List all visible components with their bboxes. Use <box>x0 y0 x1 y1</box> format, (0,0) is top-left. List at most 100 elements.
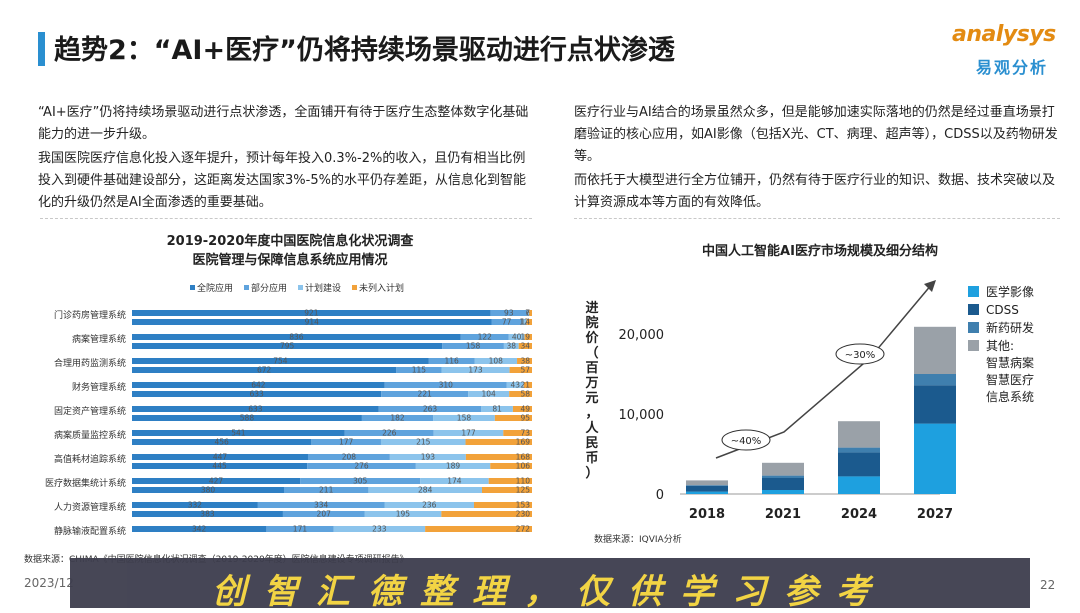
bar-value-label: 125 <box>516 486 531 495</box>
bar-segment <box>838 476 880 494</box>
bar-segment <box>425 526 532 532</box>
bar-value-label: 383 <box>200 510 215 519</box>
bar-segment <box>433 430 504 436</box>
bar-value-label: 588 <box>240 414 255 423</box>
bar-segment <box>474 358 518 364</box>
bar-value-label: 310 <box>439 381 454 390</box>
cagr-label: ~30% <box>845 350 876 361</box>
logo-english-text: analysys <box>952 22 1056 47</box>
bar-segment <box>914 374 956 386</box>
bar-segment <box>415 463 491 469</box>
cagr-bubble <box>721 429 771 451</box>
legend-label: 新药研发 <box>986 320 1034 335</box>
category-label: 高值耗材追踪系统 <box>54 453 126 465</box>
category-label: 合理用药监测系统 <box>54 357 126 369</box>
y-axis-title-char: 百 <box>585 361 598 376</box>
x-tick-label: 2018 <box>689 507 725 522</box>
bar-segment <box>526 310 530 316</box>
bar-segment <box>473 502 532 508</box>
y-axis-title-char: 院 <box>585 315 598 331</box>
y-axis-title-char: 元 <box>585 391 598 406</box>
x-tick-label: 2024 <box>841 507 877 522</box>
bar-segment <box>132 382 385 388</box>
bar-value-label: 672 <box>257 366 272 375</box>
bar-segment <box>132 391 382 397</box>
bar-value-label: 158 <box>457 414 472 423</box>
bar-value-label: 169 <box>516 438 531 447</box>
bar-value-label: 193 <box>421 453 436 462</box>
bar-segment <box>506 382 524 388</box>
bar-segment <box>512 406 532 412</box>
category-label: 固定资产管理系统 <box>54 405 126 417</box>
bar-segment <box>364 511 442 517</box>
legend-swatch <box>968 322 979 333</box>
bar-value-label: 73 <box>520 429 530 438</box>
y-axis-title-char: 进 <box>585 301 598 316</box>
bar-value-label: 116 <box>445 357 460 366</box>
bar-value-label: 81 <box>492 405 502 414</box>
category-label: 静脉输液配置系统 <box>54 525 126 537</box>
category-label: 病案管理系统 <box>72 333 126 345</box>
cagr-label: ~40% <box>731 436 762 447</box>
bar-value-label: 427 <box>209 477 224 486</box>
left-chart-subtitle: 医院管理与保障信息系统应用情况 <box>192 253 388 268</box>
bar-value-label: 57 <box>520 366 530 375</box>
bar-segment <box>132 454 308 460</box>
bar-value-label: 12 <box>519 318 529 327</box>
bar-segment <box>311 439 381 445</box>
bar-segment <box>384 382 507 388</box>
legend-label: 智慧医疗 <box>986 372 1034 387</box>
bar-segment <box>132 511 283 517</box>
bar-value-label: 221 <box>418 390 433 399</box>
bar-value-label: 77 <box>502 318 512 327</box>
bar-segment <box>132 310 491 316</box>
legend-swatch <box>190 285 195 290</box>
bar-segment <box>132 430 345 436</box>
legend-label: 部分应用 <box>251 282 287 294</box>
bar-segment <box>132 358 429 364</box>
legend-label: 计划建设 <box>305 282 341 294</box>
bar-segment <box>762 490 804 494</box>
bar-segment <box>490 463 532 469</box>
bar-value-label: 38 <box>520 357 530 366</box>
bar-value-label: 171 <box>293 525 308 534</box>
bar-value-label: 177 <box>461 429 476 438</box>
page-number: 22 <box>1040 578 1056 592</box>
bar-value-label: 215 <box>416 438 431 447</box>
right-paragraph-2: 而依托于大模型进行全方位铺开，仍然有待于医疗行业的知识、数据、技术突破以及计算资… <box>574 173 1056 210</box>
bar-segment <box>396 367 442 373</box>
bar-segment <box>518 343 532 349</box>
category-label: 门诊药房管理系统 <box>54 309 126 321</box>
bar-segment <box>284 487 369 493</box>
bar-value-label: 445 <box>212 462 227 471</box>
bar-segment <box>378 406 482 412</box>
bar-segment <box>838 452 880 477</box>
bar-value-label: 456 <box>215 438 230 447</box>
right-chart-source: 数据来源：IQVIA分析 <box>594 535 682 545</box>
right-chart-title: 中国人工智能AI医疗市场规模及细分结构 <box>702 244 938 259</box>
bar-value-label: 7 <box>525 309 530 318</box>
bar-value-label: 795 <box>280 342 295 351</box>
bar-segment <box>132 439 312 445</box>
legend-label: CDSS <box>986 303 1019 317</box>
bar-segment <box>488 478 532 484</box>
legend-swatch <box>244 285 249 290</box>
bar-segment <box>517 358 532 364</box>
bar-value-label: 334 <box>314 501 329 510</box>
y-axis-title-char: 民 <box>585 436 598 451</box>
bar-segment <box>333 526 426 532</box>
bar-segment <box>465 454 532 460</box>
bar-segment <box>914 385 956 424</box>
bar-value-label: 921 <box>304 309 319 318</box>
bar-segment <box>132 526 267 532</box>
bar-segment <box>526 319 532 325</box>
legend-swatch <box>968 304 979 315</box>
left-chart-title-line1: 2019-2020年度中国医院信息化状况调查 <box>166 234 414 249</box>
bar-value-label: 633 <box>249 390 264 399</box>
logo-chinese-text: 易观分析 <box>976 58 1049 77</box>
x-tick-label: 2021 <box>765 507 801 522</box>
bar-value-label: 332 <box>188 501 203 510</box>
bar-value-label: 226 <box>382 429 397 438</box>
title-accent-bar <box>38 32 45 66</box>
y-tick-label: 10,000 <box>619 408 665 423</box>
